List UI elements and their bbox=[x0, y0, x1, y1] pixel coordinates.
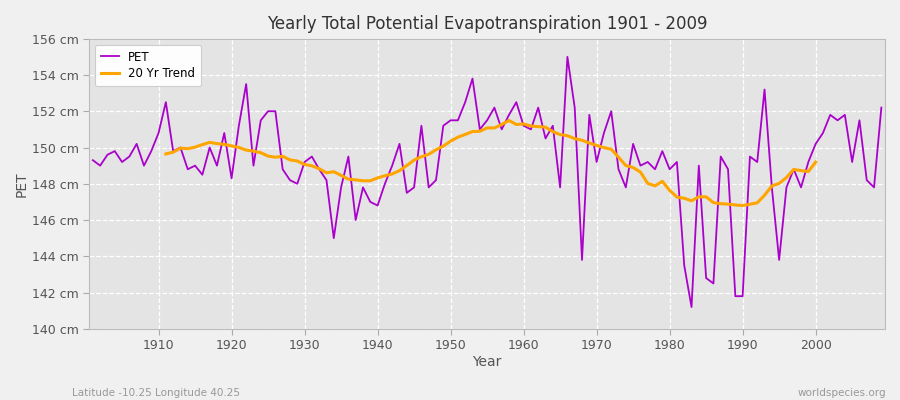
20 Yr Trend bbox=[708, 200, 719, 205]
Line: PET: PET bbox=[93, 57, 881, 307]
X-axis label: Year: Year bbox=[472, 355, 502, 369]
PET bbox=[876, 105, 886, 110]
PET bbox=[87, 158, 98, 162]
Legend: PET, 20 Yr Trend: PET, 20 Yr Trend bbox=[95, 45, 201, 86]
PET bbox=[613, 167, 624, 172]
Text: worldspecies.org: worldspecies.org bbox=[798, 388, 886, 398]
Y-axis label: PET: PET bbox=[15, 171, 29, 196]
PET bbox=[350, 218, 361, 222]
Text: Latitude -10.25 Longitude 40.25: Latitude -10.25 Longitude 40.25 bbox=[72, 388, 240, 398]
PET bbox=[146, 149, 157, 154]
20 Yr Trend bbox=[248, 149, 259, 154]
PET bbox=[562, 54, 572, 59]
PET bbox=[511, 100, 522, 104]
20 Yr Trend bbox=[723, 202, 734, 206]
20 Yr Trend bbox=[357, 178, 368, 183]
20 Yr Trend bbox=[160, 152, 171, 156]
PET bbox=[307, 154, 318, 159]
20 Yr Trend bbox=[810, 160, 821, 164]
20 Yr Trend bbox=[796, 168, 806, 173]
Title: Yearly Total Potential Evapotranspiration 1901 - 2009: Yearly Total Potential Evapotranspiratio… bbox=[266, 15, 707, 33]
20 Yr Trend bbox=[737, 203, 748, 208]
PET bbox=[518, 123, 529, 128]
Line: 20 Yr Trend: 20 Yr Trend bbox=[166, 120, 815, 206]
20 Yr Trend bbox=[620, 163, 631, 168]
20 Yr Trend bbox=[504, 118, 515, 123]
PET bbox=[686, 305, 697, 310]
